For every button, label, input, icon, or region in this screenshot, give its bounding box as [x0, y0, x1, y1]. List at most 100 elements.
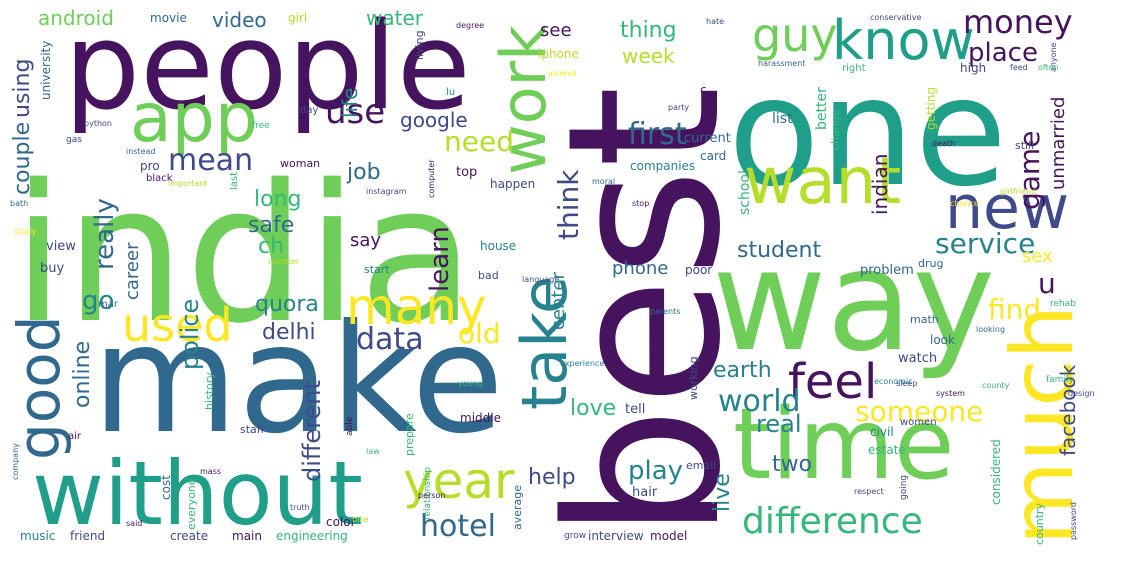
word-middle: middle [460, 411, 501, 425]
word-air: air [68, 431, 82, 442]
word-two: two [772, 452, 813, 477]
word-alcohol: alcohol [548, 69, 577, 78]
word-girlfriend: girlfriend [1000, 187, 1037, 196]
word-language: language [522, 275, 560, 284]
word-good: good [5, 315, 73, 460]
word-number: number [268, 257, 300, 266]
word-change: change [829, 109, 842, 150]
word-chance: chance [950, 199, 979, 208]
word-experience: experience [560, 359, 605, 368]
word-said: said [126, 519, 143, 528]
word-make: make [92, 293, 504, 467]
word-tell: tell [625, 402, 646, 417]
word-history: history [203, 372, 216, 410]
word-using: using [10, 58, 35, 118]
word-county: county [982, 381, 1010, 390]
word-feel: feel [788, 354, 878, 410]
word-new: new [945, 173, 1070, 243]
word-parents: parents [650, 307, 681, 316]
word-truth: truth [290, 503, 310, 512]
word-harassment: harassment [758, 59, 806, 68]
word-young: young [458, 379, 483, 388]
word-respect: respect [854, 487, 884, 496]
word-better: better [814, 87, 830, 130]
word-able: able [345, 416, 355, 436]
word-place: place [968, 38, 1038, 68]
word-want: want [744, 145, 902, 219]
word-computer: computer [427, 159, 436, 198]
word-live: live [710, 473, 735, 512]
word-phone: phone [612, 258, 669, 279]
word-music: music [20, 529, 56, 543]
word-family: family [1046, 375, 1074, 385]
word-couple: couple [10, 121, 35, 195]
word-used: used [122, 298, 233, 352]
word-hair: hair [632, 485, 658, 500]
word-companies: companies [630, 159, 696, 173]
word-mar: mar [98, 299, 118, 310]
word-use: use [325, 92, 386, 132]
word-time: time [733, 388, 955, 502]
word-really: really [90, 198, 120, 270]
word-guy: guy [752, 8, 838, 62]
word-math: math [910, 313, 939, 326]
word-delhi: delhi [262, 320, 316, 345]
word-degree: degree [456, 21, 485, 30]
word-long: long [254, 187, 302, 212]
word-quora: quora [255, 292, 319, 317]
word-pro: pro [140, 159, 160, 173]
word-see: see [540, 20, 572, 41]
word-sex: sex [1022, 246, 1053, 267]
word-student: student [737, 238, 822, 263]
word-android: android [38, 6, 114, 30]
word-hotel: hotel [420, 509, 496, 544]
word-still: still [1015, 139, 1035, 152]
word-conservative: conservative [870, 13, 922, 22]
word-engineering: engineering [276, 529, 348, 543]
word-high: high [960, 61, 987, 75]
word-living: living [413, 30, 426, 60]
word-view: view [46, 239, 76, 254]
word-u: u [1038, 267, 1056, 300]
word-police: police [176, 298, 204, 370]
word-free: free [252, 121, 270, 131]
word-find: find [988, 293, 1042, 326]
word-feed: feed [1010, 63, 1028, 72]
word-main: main [232, 529, 262, 543]
word-someone: someone [855, 395, 984, 428]
word-black: black [146, 173, 173, 184]
word-many: many [346, 278, 487, 336]
word-gas: gas [66, 135, 82, 145]
word-considered: considered [989, 439, 1003, 505]
word-video: video [212, 8, 267, 32]
word-play: play [628, 456, 684, 486]
word-prepare: prepare [403, 413, 416, 456]
word-mean: mean [168, 143, 254, 178]
word-service: service [935, 227, 1036, 260]
word-friend: friend [70, 529, 106, 543]
word-earth: earth [713, 358, 772, 383]
word-system: system [936, 389, 965, 398]
word-without: without [32, 442, 363, 545]
word-help: help [528, 465, 576, 490]
word-card: card [700, 149, 727, 163]
word-school: school [737, 170, 753, 215]
word-iphone: iphone [538, 47, 579, 61]
word-love: love [570, 396, 617, 421]
word-interview: interview [588, 529, 644, 543]
word-real: real [756, 410, 802, 438]
word-data: data [356, 322, 424, 357]
word-color: color [326, 515, 356, 529]
word-woman: woman [280, 157, 321, 170]
word-difference: difference [742, 501, 923, 542]
word-right: right [842, 63, 866, 74]
word-economic: economic [874, 377, 913, 386]
word-stop: stop [632, 199, 650, 208]
word-instead: instead [126, 147, 156, 156]
word-job: job [347, 160, 381, 185]
word-one: one [728, 46, 1008, 220]
word-career: career [122, 242, 143, 300]
word-company: company [11, 443, 20, 480]
word-study: study [14, 227, 37, 236]
word-cost: cost [159, 475, 173, 500]
